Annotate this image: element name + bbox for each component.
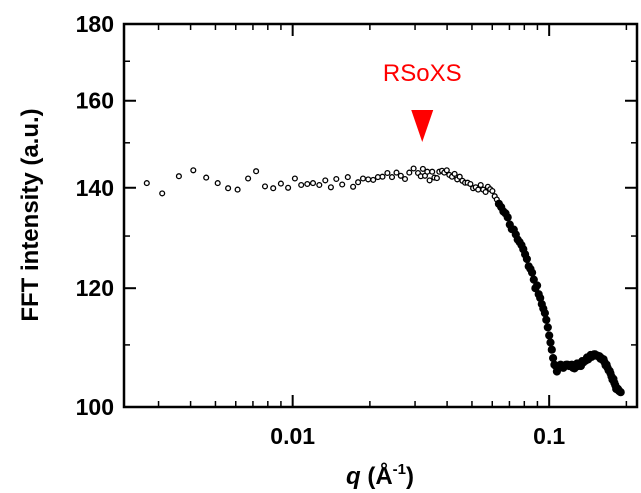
data-point [322, 177, 329, 184]
data-point [327, 184, 334, 191]
data-point [542, 315, 551, 324]
data-point [350, 183, 357, 190]
x-tick-label: 0.1 [533, 423, 565, 449]
data-point [467, 180, 474, 188]
data-point [482, 188, 489, 196]
data-point [245, 175, 252, 182]
data-point [429, 168, 436, 175]
data-point [489, 187, 496, 195]
plot-frame [122, 22, 639, 409]
data-point [522, 254, 532, 264]
y-tick-label: 100 [76, 394, 114, 420]
data-point [424, 168, 431, 175]
data-point [355, 179, 362, 186]
data-point [616, 388, 625, 397]
data-point [546, 338, 555, 347]
data-point [359, 175, 367, 182]
data-point [333, 175, 340, 183]
data-point [397, 172, 404, 179]
data-point [304, 180, 311, 188]
y-axis-label: FFT intensity (a.u.) [17, 108, 44, 321]
y-tick-label: 120 [76, 275, 114, 301]
data-point [384, 169, 391, 177]
rsoxs-label: RSoXS [383, 60, 462, 87]
data-point [316, 181, 323, 189]
data-point [270, 185, 277, 192]
data-point [426, 177, 433, 184]
data-point [528, 268, 537, 277]
data-point [203, 174, 210, 181]
data-point [190, 167, 197, 174]
data-point [234, 186, 241, 193]
data-point [451, 170, 458, 177]
rsoxs-arrow [411, 110, 434, 142]
data-point [410, 165, 417, 172]
data-point [419, 165, 426, 172]
x-axis-label: q (Å-1) [346, 461, 414, 490]
x-axis-unit: (Å [361, 462, 393, 490]
data-point [175, 173, 182, 180]
data-point [344, 174, 351, 181]
data-point [443, 167, 450, 174]
data-point [406, 169, 413, 176]
data-point [159, 190, 166, 197]
data-points [143, 165, 625, 397]
data-point [298, 181, 305, 189]
axis-ticks: 0.01 0.1 100 120 140 160 180 [76, 11, 637, 449]
data-point [401, 175, 409, 183]
data-point [547, 345, 556, 354]
data-point [540, 309, 550, 318]
data-point [370, 176, 377, 183]
data-point [309, 180, 317, 187]
data-point [291, 175, 298, 182]
data-point [261, 183, 269, 190]
data-point [253, 168, 260, 175]
data-point [533, 281, 542, 290]
data-point [393, 169, 400, 176]
data-point [339, 181, 346, 188]
data-point [214, 180, 221, 187]
data-point [456, 173, 463, 180]
data-point [388, 174, 396, 181]
data-point [543, 323, 552, 332]
data-point [477, 181, 484, 189]
x-tick-label: 0.01 [270, 423, 315, 449]
x-axis-unit-exponent: -1 [393, 461, 406, 478]
data-point [433, 175, 440, 182]
x-axis-symbol: q [346, 463, 361, 490]
y-tick-label: 140 [76, 175, 114, 201]
data-point [379, 173, 386, 180]
x-axis-unit-close: ) [406, 463, 414, 490]
y-tick-label: 160 [76, 88, 114, 114]
data-point [277, 180, 284, 187]
data-point [285, 184, 292, 191]
data-point [143, 180, 150, 187]
data-point [503, 213, 512, 222]
y-tick-label: 180 [76, 11, 114, 37]
data-point [545, 331, 554, 340]
rsoxs-annotation: RSoXS [383, 60, 462, 142]
data-point [549, 354, 558, 363]
data-point [225, 185, 232, 192]
data-point [365, 176, 372, 183]
